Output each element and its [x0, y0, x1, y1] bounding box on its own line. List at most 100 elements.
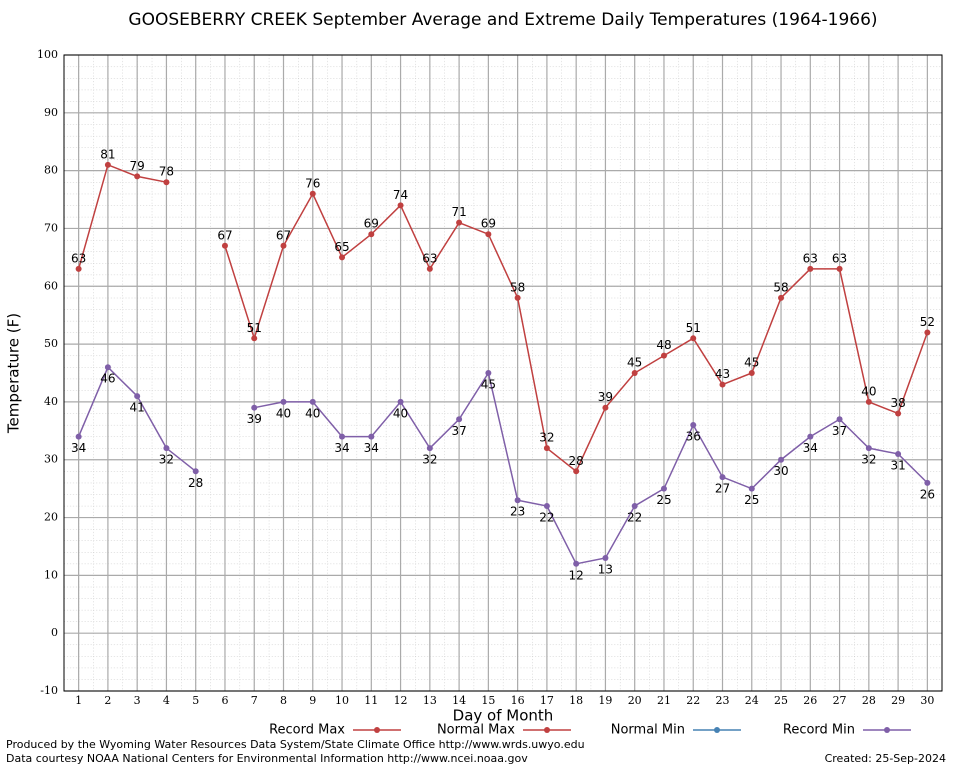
data-point [309, 398, 316, 405]
data-point [368, 433, 375, 440]
data-point [339, 433, 346, 440]
data-label: 51 [686, 321, 701, 335]
x-tick-label: 19 [598, 694, 612, 707]
y-tick-label: 80 [44, 164, 58, 177]
data-label: 32 [422, 453, 437, 467]
data-label: 13 [598, 563, 613, 577]
x-tick-label: 2 [104, 694, 111, 707]
legend-label: Normal Min [611, 723, 685, 738]
data-point [368, 231, 375, 238]
data-label: 63 [803, 251, 818, 265]
x-tick-label: 3 [134, 694, 141, 707]
data-label: 39 [247, 412, 262, 426]
data-label: 36 [686, 430, 701, 444]
y-tick-label: 30 [44, 453, 58, 466]
data-label: 22 [539, 510, 554, 524]
data-point [280, 398, 287, 405]
data-point [251, 404, 258, 411]
data-label: 23 [510, 505, 525, 519]
data-label: 78 [159, 165, 174, 179]
data-point [134, 393, 141, 400]
data-label: 81 [100, 147, 115, 161]
data-label: 41 [130, 401, 145, 415]
data-label: 27 [715, 482, 730, 496]
data-point [104, 364, 111, 371]
data-point [543, 445, 550, 452]
data-point [163, 179, 170, 186]
data-point [280, 242, 287, 249]
x-tick-label: 30 [920, 694, 934, 707]
x-tick-label: 25 [774, 694, 788, 707]
data-label: 45 [744, 356, 759, 370]
data-label: 30 [773, 464, 788, 478]
data-label: 32 [539, 431, 554, 445]
x-tick-label: 8 [280, 694, 287, 707]
data-point [397, 202, 404, 209]
data-point [778, 294, 785, 301]
data-point [865, 445, 872, 452]
x-tick-label: 13 [423, 694, 437, 707]
data-label: 22 [627, 510, 642, 524]
data-point [426, 445, 433, 452]
data-point [807, 265, 814, 272]
footer-text: Data courtesy NOAA National Centers for … [6, 752, 528, 765]
data-point [573, 560, 580, 567]
data-label: 51 [247, 321, 262, 335]
footer-text: Produced by the Wyoming Water Resources … [6, 738, 585, 751]
data-label: 25 [656, 493, 671, 507]
x-tick-label: 10 [335, 694, 349, 707]
data-point [602, 404, 609, 411]
data-label: 63 [832, 251, 847, 265]
data-point [748, 370, 755, 376]
data-point [104, 161, 111, 168]
data-point [75, 265, 82, 272]
x-tick-label: 15 [481, 694, 495, 707]
data-point [573, 468, 580, 475]
data-point [75, 433, 82, 440]
data-label: 32 [159, 453, 174, 467]
x-tick-label: 6 [221, 694, 228, 707]
data-point [719, 474, 726, 481]
data-point [631, 370, 638, 376]
y-tick-label: 10 [44, 568, 58, 581]
data-point [456, 219, 463, 226]
data-label: 76 [305, 176, 320, 190]
x-tick-label: 1 [75, 694, 82, 707]
created-date: Created: 25-Sep-2024 [825, 752, 946, 765]
data-label: 34 [364, 441, 379, 455]
data-label: 58 [510, 280, 525, 294]
data-point [221, 242, 228, 249]
x-tick-label: 23 [716, 694, 730, 707]
x-tick-label: 29 [891, 694, 905, 707]
data-point [660, 352, 667, 359]
data-point [602, 555, 609, 562]
data-point [836, 416, 843, 423]
data-point [895, 450, 902, 457]
data-label: 32 [861, 453, 876, 467]
chart-title: GOOSEBERRY CREEK September Average and E… [128, 10, 877, 30]
plot-frame [63, 54, 943, 692]
data-label: 74 [393, 188, 408, 202]
data-point [631, 502, 638, 509]
y-axis-label: Temperature (F) [5, 313, 23, 434]
x-tick-label: 27 [833, 694, 847, 707]
data-point [895, 410, 902, 417]
data-label: 48 [656, 338, 671, 352]
data-point [660, 485, 667, 492]
data-label: 25 [744, 493, 759, 507]
x-tick-label: 22 [686, 694, 700, 707]
data-label: 46 [100, 372, 115, 386]
minor-grid [64, 55, 942, 691]
x-tick-label: 17 [540, 694, 554, 707]
x-tick-label: 21 [657, 694, 671, 707]
y-tick-label: 70 [44, 221, 58, 234]
data-label: 43 [715, 367, 730, 381]
data-point [807, 433, 814, 440]
legend-label: Normal Max [437, 723, 515, 738]
data-point [865, 398, 872, 405]
data-point [690, 422, 697, 429]
data-point [426, 265, 433, 272]
series-line [77, 163, 167, 270]
x-tick-label: 14 [452, 694, 466, 707]
